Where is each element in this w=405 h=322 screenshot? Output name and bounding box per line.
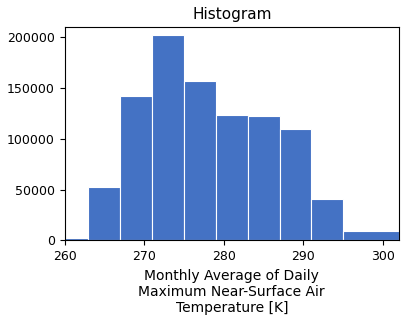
Bar [120,96,152,241]
Title: Histogram: Histogram [192,7,271,22]
Bar [88,186,120,241]
Bar [311,199,343,241]
Bar [64,238,88,241]
X-axis label: Monthly Average of Daily
Maximum Near-Surface Air
Temperature [K]: Monthly Average of Daily Maximum Near-Su… [138,269,324,315]
Bar [183,81,215,241]
Bar [247,116,279,241]
Bar [152,35,183,241]
Bar [279,129,311,241]
Bar [215,115,247,241]
Bar [343,231,398,241]
